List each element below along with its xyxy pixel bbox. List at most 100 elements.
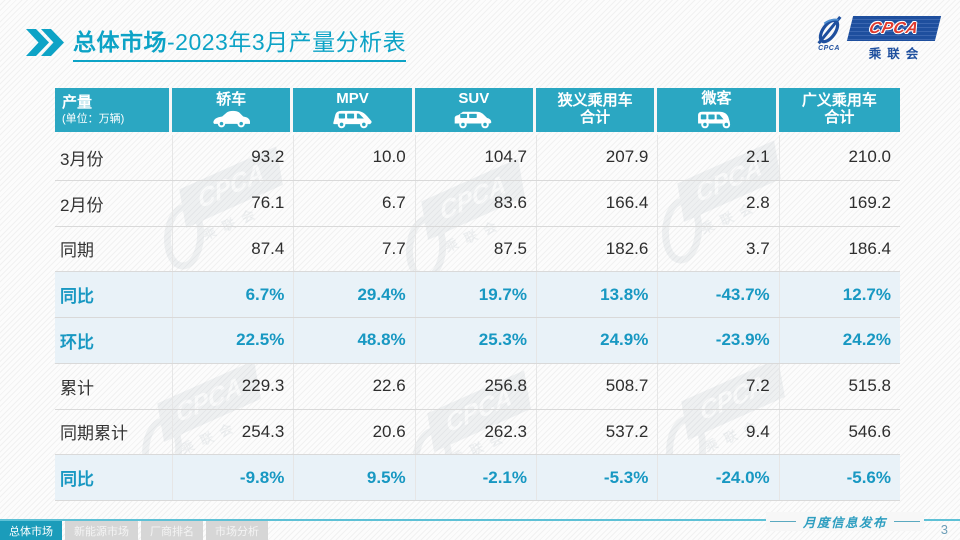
row-label: 同期累计 (60, 424, 128, 444)
swoosh-caption: CPCA (818, 45, 840, 52)
col-header-label: 轿车 (216, 90, 247, 108)
value-cell: 22.5% (172, 318, 293, 363)
publication-text: 月度信息发布 (802, 516, 887, 530)
sedan-icon (209, 109, 253, 128)
production-table: 产量 (单位：万辆) 轿车 MPV SUV 狭义乘用车 合计 微客 广义乘用车 合计 3月份 9… (55, 88, 900, 501)
table-row: 同比 -9.8% 9.5% -2.1% -5.3% -24.0% -5.6% (55, 455, 900, 501)
value-cell: -24.0% (657, 455, 778, 500)
value-cell: -5.6% (778, 455, 900, 500)
value-cell: 22.6 (293, 363, 414, 409)
col-header-suv: SUV (414, 88, 536, 132)
value-cell: 229.3 (172, 363, 293, 409)
value-cell: 515.8 (778, 363, 900, 409)
value-cell: 104.7 (414, 135, 536, 180)
value-cell: 93.2 (172, 135, 293, 180)
table-measure-label: 产量 (62, 93, 93, 111)
value-cell: -5.3% (536, 455, 657, 500)
row-label: 累计 (60, 378, 94, 398)
col-header-label: 广义乘用车 (801, 92, 877, 110)
bottom-tab-bar: 总体市场 新能源市场 厂商排名 市场分析 (0, 521, 268, 540)
tab-新能源市场[interactable]: 新能源市场 (65, 521, 138, 540)
value-cell: 9.4 (657, 409, 778, 455)
col-header-mpv: MPV (293, 88, 415, 132)
dash-left (769, 521, 796, 522)
value-cell: 7.7 (293, 226, 414, 272)
table-row: 环比 22.5% 48.8% 25.3% 24.9% -23.9% 24.2% (55, 318, 900, 364)
value-cell: 87.4 (172, 226, 293, 272)
title-bar: 总体市场-2023年3月产量分析表 (26, 23, 407, 62)
value-cell: 546.6 (778, 409, 900, 455)
cpca-logo-text: CPCA 乘联会 (846, 16, 942, 62)
value-cell: 2.8 (657, 180, 778, 226)
table-row: 同比 6.7% 29.4% 19.7% 13.8% -43.7% 12.7% (55, 272, 900, 318)
value-cell: 9.5% (293, 455, 414, 500)
table-body: 3月份 93.2 10.0 104.7 207.9 2.1 210.0 2月份 76.1 6.7 8… (55, 135, 900, 501)
value-cell: 83.6 (414, 180, 536, 226)
value-cell: 48.8% (293, 318, 414, 363)
cpca-chinese: 乘联会 (868, 47, 925, 61)
microvan-icon (694, 109, 738, 129)
col-header-label: 合计 (580, 109, 611, 126)
value-cell: -43.7% (657, 272, 778, 317)
value-cell: 12.7% (778, 272, 900, 317)
table-row: 2月份 76.1 6.7 83.6 166.4 2.8 169.2 (55, 180, 900, 227)
col-header-label: 合计 (824, 109, 855, 126)
value-cell: 13.8% (536, 272, 657, 317)
tab-市场分析[interactable]: 市场分析 (206, 521, 268, 540)
value-cell: 182.6 (536, 226, 657, 272)
page-title: 总体市场-2023年3月产量分析表 (73, 23, 407, 62)
col-header-broad-total: 广义乘用车 合计 (778, 88, 900, 132)
value-cell: 262.3 (414, 409, 536, 455)
row-label: 同比 (60, 287, 94, 307)
table-row: 3月份 93.2 10.0 104.7 207.9 2.1 210.0 (55, 135, 900, 181)
table-row: 累计 229.3 22.6 256.8 508.7 7.2 515.8 (55, 363, 900, 410)
table-row: 同期 87.4 7.7 87.5 182.6 3.7 186.4 (55, 226, 900, 273)
table-row: 同期累计 254.3 20.6 262.3 537.2 9.4 546.6 (55, 409, 900, 456)
row-label: 3月份 (60, 149, 104, 169)
value-cell: 537.2 (536, 409, 657, 455)
col-header-label: 微客 (701, 90, 732, 108)
cpca-band: CPCA (846, 16, 942, 41)
cpca-acronym: CPCA (867, 19, 921, 37)
value-cell: 25.3% (414, 318, 536, 363)
value-cell: 19.7% (414, 272, 536, 317)
row-label: 2月份 (60, 195, 104, 215)
value-cell: -2.1% (414, 455, 536, 500)
row-label: 同期 (60, 241, 94, 261)
value-cell: 2.1 (657, 135, 778, 180)
cpca-swoosh-icon: CPCA (811, 16, 847, 52)
row-label: 环比 (60, 332, 94, 352)
col-header-label: MPV (336, 89, 369, 107)
title-section: 总体市场 (73, 29, 167, 55)
value-cell: 210.0 (778, 135, 900, 180)
tab-厂商排名[interactable]: 厂商排名 (141, 521, 203, 540)
value-cell: 169.2 (778, 180, 900, 226)
value-cell: 3.7 (657, 226, 778, 272)
page-number: 3 (940, 522, 948, 537)
title-rest: -2023年3月产量分析表 (167, 29, 407, 55)
value-cell: 24.9% (536, 318, 657, 363)
publication-label: 月度信息发布 (765, 512, 924, 531)
suv-icon (451, 109, 497, 129)
table-unit-label: (单位：万辆) (62, 112, 125, 125)
value-cell: 186.4 (778, 226, 900, 272)
col-header-label: 狭义乘用车 (557, 92, 633, 110)
footer-divider (0, 519, 960, 521)
dash-right (894, 521, 920, 522)
value-cell: 207.9 (536, 135, 657, 180)
row-label: 同比 (60, 470, 94, 490)
value-cell: 10.0 (293, 135, 414, 180)
col-header-sedan: 轿车 (172, 88, 294, 132)
col-header-label: SUV (458, 90, 490, 108)
value-cell: 6.7 (293, 180, 414, 226)
tab-总体市场[interactable]: 总体市场 (0, 521, 62, 540)
value-cell: 24.2% (778, 318, 900, 363)
col-header-narrow-total: 狭义乘用车 合计 (536, 88, 658, 132)
col-header-unit: 产量 (单位：万辆) (55, 88, 172, 132)
mpv-icon (329, 108, 375, 129)
value-cell: 166.4 (536, 180, 657, 226)
value-cell: 20.6 (293, 409, 414, 455)
value-cell: 29.4% (293, 272, 414, 317)
table-header-row: 产量 (单位：万辆) 轿车 MPV SUV 狭义乘用车 合计 微客 广义乘用车 合计 (55, 88, 900, 132)
